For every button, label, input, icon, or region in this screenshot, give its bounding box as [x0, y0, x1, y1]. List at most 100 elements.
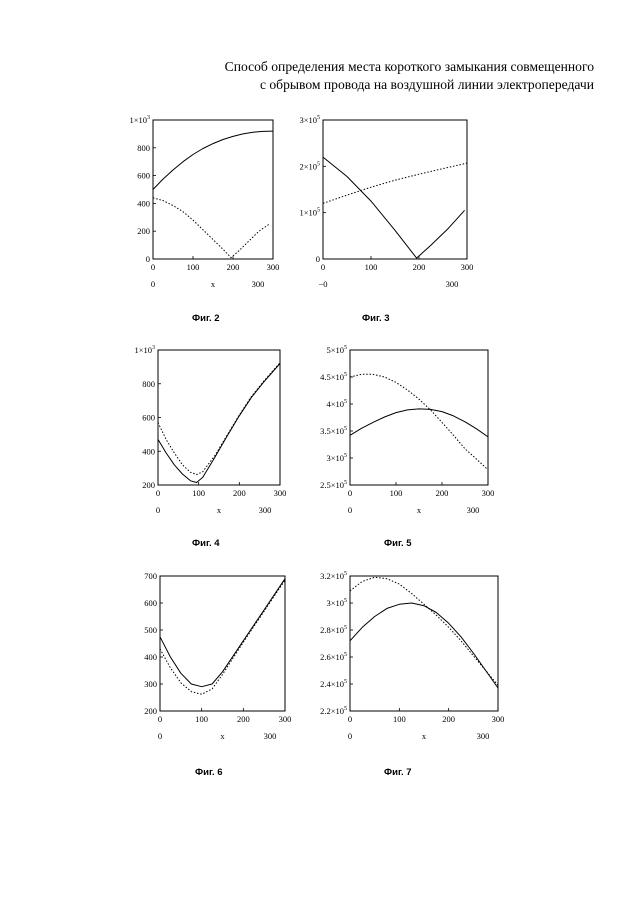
fig7-y-tick-exponent: 5 [344, 706, 347, 712]
figure-6-caption: Фиг. 6 [195, 767, 223, 778]
fig6-x-range-max: 300 [264, 731, 277, 741]
figure-2-chart: 0 200 400 600 800 1×103 0 100 200 300 0 300 x [120, 115, 290, 295]
fig2-series-solid-line [153, 131, 273, 189]
fig7-y-tick-label: 3.2×10 [320, 571, 344, 581]
fig6-x-tick-label: 200 [237, 714, 250, 724]
fig5-y-tick-label: 4.5×10 [320, 372, 344, 382]
figure-4-caption: Фиг. 4 [192, 538, 220, 549]
fig5-y-tick-exponent: 5 [344, 372, 347, 378]
fig3-plot-frame [323, 120, 467, 259]
fig2-x-range-min: 0 [151, 279, 155, 289]
fig5-y-tick-exponent: 5 [344, 345, 347, 351]
fig2-x-tick-label: 100 [187, 262, 200, 272]
fig7-y-tick-exponent: 5 [344, 625, 347, 631]
fig2-y-tick-label: 400 [137, 198, 150, 208]
fig2-y-tick-label: 1×10 [129, 115, 147, 125]
fig3-series-solid-line [323, 157, 465, 258]
title-line-2: с обрывом провода на воздушной линии эле… [225, 76, 594, 94]
fig5-y-tick-exponent: 5 [344, 426, 347, 432]
fig7-plot-frame [350, 576, 498, 711]
fig2-y-tick-label: 200 [137, 226, 150, 236]
fig2-series-dotted-line [153, 198, 269, 258]
fig7-x-range-max: 300 [477, 731, 490, 741]
fig4-x-axis-label: x [217, 505, 222, 515]
fig5-x-axis-label: x [417, 505, 422, 515]
fig7-series-dotted-line [350, 577, 498, 685]
fig4-y-tick-label: 600 [142, 413, 155, 423]
fig6-series-dotted-line [160, 580, 285, 694]
fig6-y-tick-label: 300 [144, 679, 157, 689]
fig4-y-tick-label: 800 [142, 379, 155, 389]
fig5-y-tick-label: 2.5×10 [320, 480, 344, 490]
figure-3-caption: Фиг. 3 [362, 313, 390, 324]
fig3-y-tick-label: 1×10 [299, 208, 317, 218]
fig7-y-tick-label: 2.2×10 [320, 706, 344, 716]
fig5-plot-frame [350, 350, 488, 485]
fig3-x-range-max: 300 [446, 279, 459, 289]
fig6-y-tick-label: 200 [144, 706, 157, 716]
fig7-series-solid-line [350, 603, 498, 688]
fig4-y-tick-label: 200 [142, 480, 155, 490]
fig4-x-tick-label: 300 [274, 488, 287, 498]
fig7-x-axis-label: x [422, 731, 427, 741]
page-title: Способ определения места короткого замык… [225, 58, 594, 94]
fig4-x-tick-label: 100 [192, 488, 205, 498]
fig7-y-tick-exponent: 5 [344, 679, 347, 685]
fig7-y-tick-exponent: 5 [344, 571, 347, 577]
figure-4-chart: 2004006008001×10301002003000300x [120, 340, 295, 520]
fig4-y-tick-label: 400 [142, 446, 155, 456]
fig4-y-tick-label: 1×10 [134, 345, 152, 355]
fig5-y-tick-label: 3×10 [326, 453, 344, 463]
fig4-y-tick-exponent: 3 [152, 345, 155, 351]
fig3-x-range-min: −0 [318, 279, 327, 289]
fig2-x-tick-label: 0 [151, 262, 155, 272]
fig7-y-tick-exponent: 5 [344, 598, 347, 604]
fig6-y-tick-label: 700 [144, 571, 157, 581]
fig7-y-tick-label: 3×10 [326, 598, 344, 608]
fig5-x-tick-label: 0 [348, 488, 352, 498]
fig2-x-range-max: 300 [252, 279, 265, 289]
fig5-x-range-max: 300 [467, 505, 480, 515]
fig3-x-tick-label: 300 [461, 262, 474, 272]
fig5-series-dotted-line [350, 374, 488, 470]
fig2-x-tick-label: 200 [227, 262, 240, 272]
fig2-y-tick-label: 0 [146, 254, 150, 264]
fig2-x-tick-label: 300 [267, 262, 280, 272]
fig2-y-tick-label: 600 [137, 171, 150, 181]
fig5-series-solid-line [350, 409, 488, 437]
fig5-y-tick-exponent: 5 [344, 453, 347, 459]
fig6-x-tick-label: 300 [279, 714, 292, 724]
fig5-y-tick-label: 5×10 [326, 345, 344, 355]
fig4-x-tick-label: 200 [233, 488, 246, 498]
figure-6-chart: 20030040050060070001002003000300x [120, 568, 295, 748]
fig3-y-tick-exponent: 5 [317, 115, 320, 121]
fig7-x-tick-label: 200 [442, 714, 455, 724]
fig3-y-tick-label: 0 [316, 254, 320, 264]
fig7-y-tick-label: 2.8×10 [320, 625, 344, 635]
fig2-y-tick-exponent: 3 [147, 115, 150, 121]
fig4-series-solid-line [158, 364, 280, 483]
fig7-x-tick-label: 300 [492, 714, 505, 724]
fig3-series-dotted-line [323, 163, 467, 203]
fig3-x-tick-label: 200 [413, 262, 426, 272]
fig6-plot-frame [160, 576, 285, 711]
fig3-y-tick-label: 2×10 [299, 161, 317, 171]
fig3-x-tick-label: 0 [321, 262, 325, 272]
fig4-series-dotted-line [158, 363, 280, 475]
fig3-x-tick-label: 100 [365, 262, 378, 272]
figure-5-chart: 2.5×1053×1053.5×1054×1054.5×1055×1050100… [300, 340, 505, 520]
fig5-y-tick-exponent: 5 [344, 399, 347, 405]
fig3-y-tick-exponent: 5 [317, 161, 320, 167]
fig2-x-axis-label: x [211, 279, 216, 289]
fig6-x-axis-label: x [220, 731, 225, 741]
fig7-y-tick-label: 2.6×10 [320, 652, 344, 662]
fig3-y-tick-exponent: 5 [317, 208, 320, 214]
fig5-x-tick-label: 100 [390, 488, 403, 498]
fig7-x-tick-label: 100 [393, 714, 406, 724]
fig6-y-tick-label: 600 [144, 598, 157, 608]
fig4-plot-frame [158, 350, 280, 485]
fig4-x-tick-label: 0 [156, 488, 160, 498]
fig6-x-range-min: 0 [158, 731, 162, 741]
fig2-y-tick-label: 800 [137, 143, 150, 153]
figure-2-caption: Фиг. 2 [192, 313, 220, 324]
